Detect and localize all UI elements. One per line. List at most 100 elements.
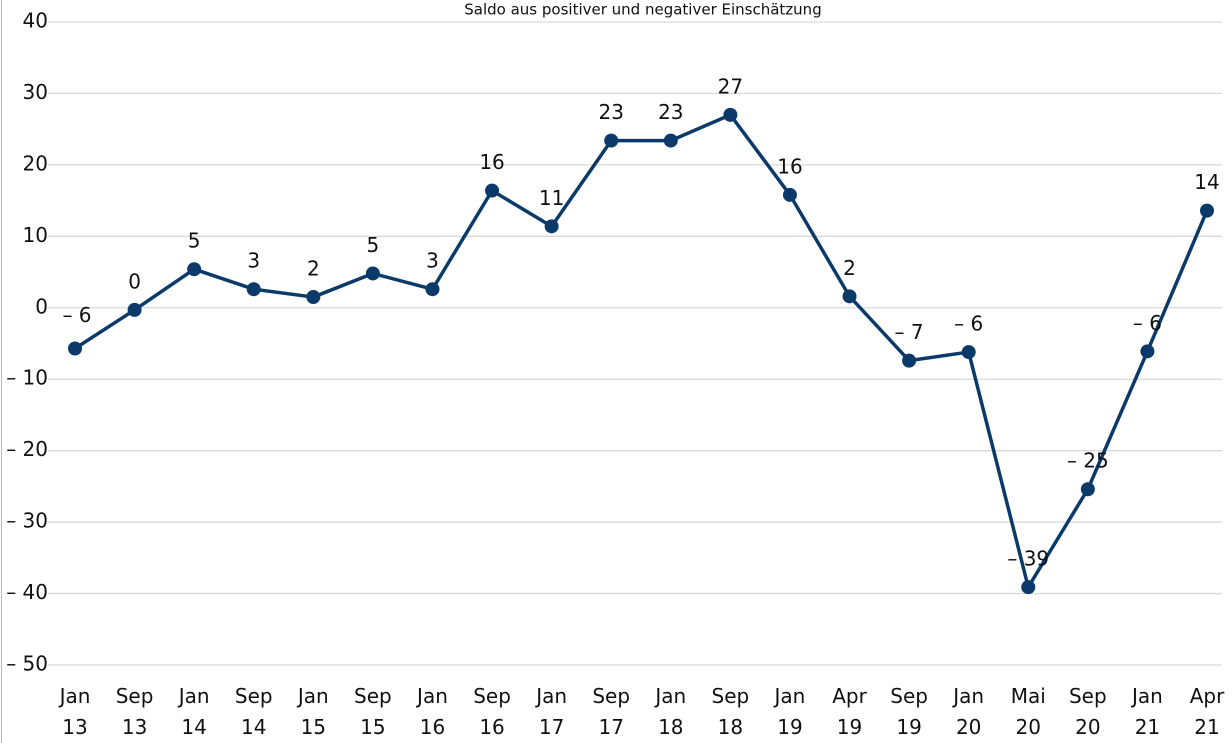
x-tick-line: Jan xyxy=(1130,684,1163,708)
y-tick-label: 40 xyxy=(23,9,48,33)
x-tick-label: Sep 17 xyxy=(592,684,630,739)
x-tick-line: Jan xyxy=(773,684,806,708)
x-tick-label: Sep 13 xyxy=(116,684,154,739)
x-tick-line: Jan xyxy=(415,684,448,708)
x-tick-line: 20 xyxy=(956,715,981,739)
data-label: 3 xyxy=(247,249,260,273)
x-tick-line: 14 xyxy=(181,715,206,739)
x-tick-line: 20 xyxy=(1016,715,1041,739)
point xyxy=(1200,203,1214,218)
line xyxy=(74,113,1209,589)
x-tick-line: Sep xyxy=(592,684,630,708)
data-label: – 25 xyxy=(1067,449,1109,473)
x-tick-line: 19 xyxy=(777,715,802,739)
x-tick-line: Sep xyxy=(712,684,750,708)
y-tick-label: – 10 xyxy=(6,366,48,390)
x-tick-line: Sep xyxy=(116,684,154,708)
x-tick-label: Mai 20 xyxy=(1011,684,1046,739)
x-tick-line: 18 xyxy=(718,715,743,739)
data-label: 23 xyxy=(658,100,683,124)
x-tick-line: Mai xyxy=(1011,684,1046,708)
x-tick-line: 17 xyxy=(539,715,564,739)
point xyxy=(1140,344,1155,359)
point xyxy=(961,345,976,360)
x-tick-line: 18 xyxy=(658,715,683,739)
point xyxy=(365,266,380,281)
x-tick-label: Sep 20 xyxy=(1069,684,1107,739)
x-tick-line: Jan xyxy=(534,684,567,708)
point xyxy=(544,219,559,234)
point xyxy=(782,187,797,202)
x-tick-line: Jan xyxy=(58,684,91,708)
x-tick-line: 20 xyxy=(1075,715,1100,739)
x-tick-label: Jan 13 xyxy=(58,684,91,739)
x-tick-line: Sep xyxy=(1069,684,1107,708)
x-tick-label: Jan 15 xyxy=(296,684,329,739)
chart-subtitle: Saldo aus positiver und negativer Einsch… xyxy=(464,1,821,19)
x-tick-label: Sep 19 xyxy=(890,684,928,739)
x-tick-line: Sep xyxy=(354,684,392,708)
point xyxy=(68,341,82,356)
point xyxy=(246,282,261,297)
data-label: – 6 xyxy=(62,303,91,327)
point xyxy=(127,302,142,317)
x-tick-label: Jan 21 xyxy=(1130,684,1163,739)
x-tick-line: 14 xyxy=(241,715,266,739)
x-tick-line: 13 xyxy=(62,715,87,739)
x-tick-line: 15 xyxy=(301,715,326,739)
data-label: 23 xyxy=(598,100,623,124)
data-label: 16 xyxy=(777,154,802,178)
x-tick-line: 15 xyxy=(360,715,385,739)
x-tick-line: 19 xyxy=(837,715,862,739)
data-label: – 6 xyxy=(954,312,983,336)
x-tick-label: Sep 18 xyxy=(712,684,750,739)
point xyxy=(663,133,678,148)
data-label: 11 xyxy=(539,186,564,210)
data-label: – 7 xyxy=(895,320,924,344)
x-tick-label: Sep 15 xyxy=(354,684,392,739)
x-tick-line: 17 xyxy=(598,715,623,739)
x-tick-line: Apr xyxy=(1190,684,1225,708)
point xyxy=(485,183,500,198)
x-tick-label: Jan 20 xyxy=(951,684,984,739)
x-tick-line: Jan xyxy=(653,684,686,708)
x-tick-line: 19 xyxy=(896,715,921,739)
data-label: 0 xyxy=(128,269,141,293)
data-label: 27 xyxy=(718,74,743,98)
x-tick-label: Jan 18 xyxy=(653,684,686,739)
y-tick-label: 10 xyxy=(23,223,48,247)
x-tick-line: 16 xyxy=(479,715,504,739)
point xyxy=(306,290,321,305)
x-tick-label: Jan 17 xyxy=(534,684,567,739)
x-tick-line: Jan xyxy=(177,684,210,708)
data-label: 5 xyxy=(188,229,201,253)
data-label: 2 xyxy=(307,257,320,281)
y-tick-label: 20 xyxy=(23,151,48,175)
point xyxy=(1080,482,1095,497)
data-label: 16 xyxy=(479,150,504,174)
point xyxy=(187,262,202,277)
y-tick-label: – 20 xyxy=(6,437,48,461)
x-tick-line: 13 xyxy=(122,715,147,739)
x-tick-label: Jan 19 xyxy=(773,684,806,739)
point xyxy=(604,133,619,148)
x-tick-label: Jan 14 xyxy=(177,684,210,739)
data-label: 14 xyxy=(1194,170,1219,194)
y-tick-label: – 40 xyxy=(6,580,48,604)
x-tick-line: Sep xyxy=(473,684,511,708)
x-tick-line: 21 xyxy=(1135,715,1160,739)
x-tick-line: Apr xyxy=(832,684,867,708)
x-tick-line: Sep xyxy=(890,684,928,708)
x-tick-label: Apr 19 xyxy=(832,684,867,739)
data-label: – 39 xyxy=(1007,547,1049,571)
y-tick-label: 0 xyxy=(35,294,48,318)
data-label: 5 xyxy=(367,233,380,257)
x-tick-label: Sep 14 xyxy=(235,684,273,739)
data-label: 2 xyxy=(843,256,856,280)
x-tick-label: Jan 16 xyxy=(415,684,448,739)
x-tick-line: 16 xyxy=(420,715,445,739)
point xyxy=(723,107,738,122)
x-tick-line: Jan xyxy=(951,684,984,708)
point xyxy=(842,289,857,304)
